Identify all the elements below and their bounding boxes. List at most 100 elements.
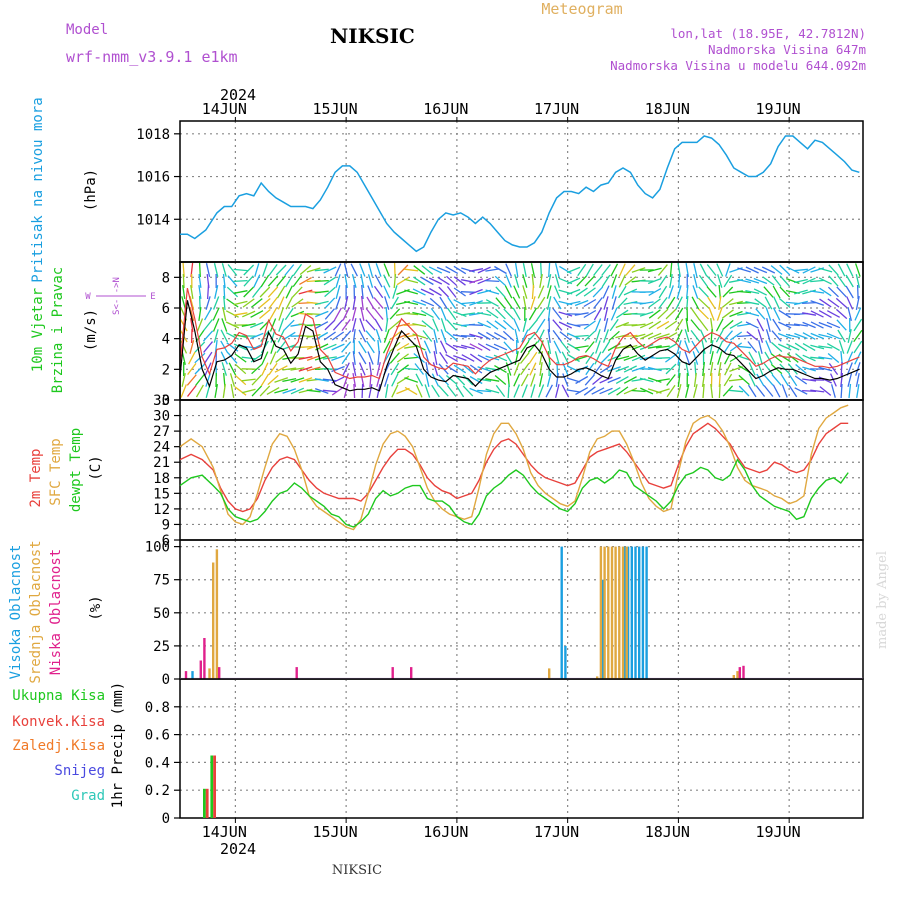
wind-arrow-457 [485,279,500,283]
wind-arrow-716 [655,357,670,359]
wind-arrow-571 [560,341,571,353]
temp-ylabel-sfc: SFC Temp [48,438,64,505]
wind-arrow-927 [802,301,817,305]
wind-arrow-400 [447,307,457,321]
wind-arrow-971 [830,384,836,398]
pressure-ylabel: Pritisak na nivou mora [30,97,46,282]
wind-arrow-340 [404,312,419,316]
wind-arrow-124 [259,309,271,319]
model-label: Model [66,22,108,38]
wind-arrow-830 [737,290,752,294]
wind-arrow-501 [513,362,520,376]
wind-arrow-879 [773,296,781,310]
wind-arrow-611 [583,386,596,396]
wind-arrow-756 [693,263,698,277]
wind-arrow-854 [753,288,767,296]
wind-arrow-792 [716,263,724,277]
wind-arrow-868 [765,307,772,321]
wind-arrow-282 [365,330,376,342]
cloud-bar-2-4 [295,667,298,679]
wind-arrow-21 [187,363,197,375]
top-day-label-1: 15JUN [312,100,357,118]
wind-arrow-626 [602,285,610,299]
wind-arrow-497 [513,318,521,332]
wind-arrow-598 [575,375,589,385]
wind-arrow-458 [485,289,500,295]
wind-arrow-759 [691,296,700,310]
wind-arrow-711 [658,297,668,309]
wind-arrow-806 [722,286,734,298]
wind-arrow-235 [331,343,345,351]
wind-arrow-703 [647,345,662,349]
wind-arrow-955 [818,345,833,349]
wind-arrow-403 [445,342,458,352]
wind-arrow-731 [666,384,676,398]
wind-arrow-39 [205,296,211,310]
wind-arrow-538 [538,373,544,387]
temp-ytick-label-8: 30 [153,409,170,425]
wind-arrow-845 [745,321,759,329]
wind-arrow-498 [514,329,519,343]
cloud-bar-1-9 [614,546,617,679]
bottom-day-label-0: 14JUN [202,823,247,841]
wind-arrow-963 [827,298,840,308]
wind-arrow-715 [655,345,670,349]
wind-arrow-762 [690,330,701,342]
wind-arrow-80 [227,352,238,364]
wind-arrow-625 [601,274,611,288]
wind-arrow-449 [477,321,491,329]
wind-arrow-827 [728,389,744,393]
wind-arrow-934 [802,378,817,382]
wind-arrow-603 [583,298,597,308]
wind-arrow-993 [846,362,853,376]
wind-arrow-326 [396,288,410,296]
wind-arrow-42 [202,330,214,342]
wind-arrow-808 [721,309,734,319]
wind-arrow-391 [439,340,448,354]
wind-arrow-564 [559,265,572,275]
wind-arrow-494 [513,285,521,299]
wind-arrow-878 [772,285,781,299]
wind-arrow-81 [228,362,237,376]
wind-arrow-261 [352,361,357,377]
wind-arrow-995 [848,383,852,399]
wind-arrow-972 [837,263,846,277]
wind-arrow-666 [623,334,638,338]
wind-arrow-950 [819,287,832,297]
wind-arrow-410 [453,287,466,297]
wind-arrow-559 [553,340,562,354]
wind-arrow-291 [373,297,384,309]
wind-arrow-106 [241,378,256,382]
wind-arrow-569 [558,321,572,329]
wind-arrow-961 [828,275,839,287]
wind-arrow-500 [514,351,519,365]
wind-arrow-966 [826,332,841,340]
wind-arrow-730 [666,374,676,386]
top-day-label-0: 14JUN [202,100,247,118]
wind-arrow-27 [198,295,201,311]
wind-arrow-863 [755,385,766,397]
wind-arrow-541 [547,274,552,288]
cloud-bar-2-2 [203,638,206,679]
wind-arrow-409 [453,276,466,286]
wind-arrow-761 [690,319,701,331]
wind-arrow-385 [437,276,450,286]
wind-arrow-866 [763,286,774,298]
wind-arrow-229 [335,274,341,288]
wind-arrow-699 [648,298,661,308]
bottom-day-label-2: 16JUN [423,823,468,841]
wind-arrow-376 [430,308,441,320]
wind-arrow-359 [415,384,423,398]
wind-arrow-925 [802,277,816,285]
wind-arrow-751 [684,340,691,354]
wind-arrow-937 [810,279,825,283]
wind-arrow-528 [540,262,543,278]
wind-arrow-669 [623,365,637,373]
wind-arrow-883 [770,341,783,353]
wind-arrow-742 [677,373,681,387]
temp-ytick-label-6: 24 [153,440,170,456]
precip-bar-0-1 [210,755,214,818]
wind-arrow-604 [583,309,597,319]
wind-arrow-216 [323,266,337,274]
